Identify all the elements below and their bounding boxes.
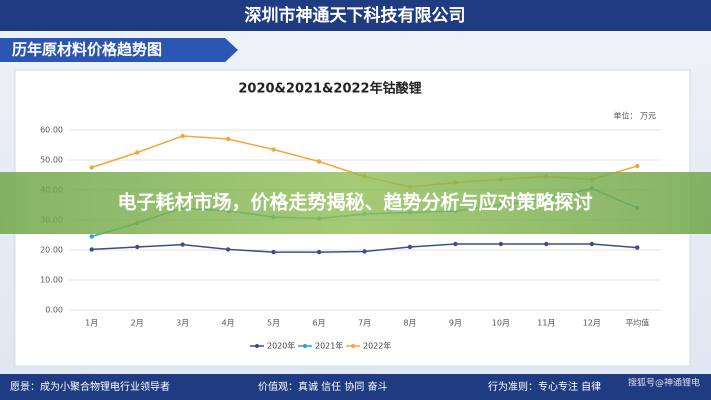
x-tick-label: 11月	[537, 319, 555, 328]
data-point	[180, 242, 185, 247]
data-point	[362, 249, 367, 254]
company-name: 深圳市神通天下科技有限公司	[245, 5, 466, 26]
x-tick-label: 3月	[176, 319, 189, 328]
legend-label: 2021年	[315, 341, 343, 351]
x-tick-label: 10月	[492, 319, 510, 328]
x-tick-label: 9月	[449, 319, 462, 328]
chart-title: 2020&2021&2022年钴酸锂	[238, 81, 421, 97]
legend-marker	[303, 344, 307, 348]
data-point	[89, 234, 94, 239]
data-point	[271, 147, 276, 152]
legend-label: 2022年	[363, 341, 391, 351]
unit-label: 单位： 万元	[613, 111, 656, 121]
data-point	[89, 247, 94, 252]
data-point	[180, 133, 185, 139]
data-point	[134, 244, 140, 250]
x-tick-label: 8月	[403, 319, 416, 328]
data-point	[589, 241, 595, 247]
data-point	[225, 247, 231, 252]
y-tick-label: 20.00	[40, 246, 63, 255]
x-tick-label: 2月	[131, 319, 144, 328]
data-point	[316, 159, 322, 164]
footer-vision: 愿景：成为小聚合物锂电行业领导者	[10, 380, 170, 393]
data-point	[544, 241, 549, 247]
x-tick-label: 7月	[358, 319, 371, 328]
data-point	[453, 241, 458, 247]
data-point	[635, 163, 640, 169]
x-tick-label: 5月	[267, 319, 280, 328]
data-point	[498, 241, 504, 247]
y-tick-label: 60.00	[40, 126, 63, 135]
footer-bar	[0, 374, 711, 400]
data-point	[635, 245, 640, 250]
x-tick-label: 平均值	[625, 318, 649, 328]
data-point	[316, 249, 322, 255]
data-point	[225, 136, 231, 142]
footer-values: 价值观：真诚 信任 协同 奋斗	[258, 380, 388, 393]
data-point	[89, 165, 94, 170]
x-tick-label: 4月	[222, 319, 235, 328]
x-tick-label: 6月	[312, 319, 325, 328]
banner	[0, 172, 711, 234]
data-point	[134, 150, 140, 155]
x-tick-label: 1月	[85, 319, 98, 328]
header-bar	[0, 0, 711, 31]
section-title: 历年原材料价格趋势图	[12, 41, 162, 59]
data-point	[407, 244, 413, 250]
x-tick-label: 12月	[583, 319, 601, 328]
y-tick-label: 50.00	[40, 156, 63, 165]
data-point	[271, 249, 276, 255]
footer-conduct: 行为准则：专心专注 自律	[488, 380, 601, 393]
y-tick-label: 0.00	[45, 306, 63, 315]
legend-marker	[351, 344, 355, 348]
y-tick-label: 10.00	[40, 276, 63, 285]
banner-text: 电子耗材市场，价格走势揭秘、趋势分析与应对策略探讨	[117, 191, 592, 214]
section-tab	[0, 38, 238, 62]
watermark: 搜狐号@神通锂电	[628, 377, 700, 389]
legend-label: 2020年	[267, 341, 295, 351]
legend-marker	[255, 344, 259, 348]
